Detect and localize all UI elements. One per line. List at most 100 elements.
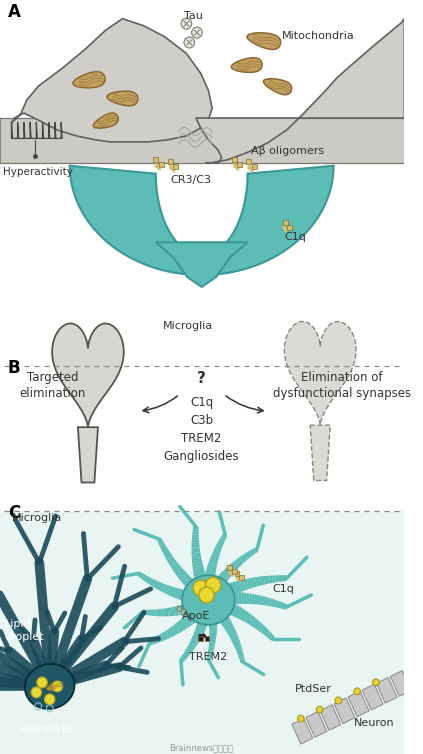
Polygon shape — [204, 575, 215, 580]
Polygon shape — [159, 609, 162, 616]
Polygon shape — [206, 569, 216, 573]
Polygon shape — [231, 562, 238, 570]
Polygon shape — [197, 601, 209, 613]
Polygon shape — [233, 642, 241, 646]
Polygon shape — [161, 608, 164, 616]
Polygon shape — [176, 605, 181, 615]
Polygon shape — [170, 561, 178, 568]
Polygon shape — [70, 166, 334, 275]
Polygon shape — [207, 599, 218, 610]
Text: Hyperactivity: Hyperactivity — [3, 167, 73, 176]
Polygon shape — [210, 557, 218, 562]
Bar — [159, 162, 164, 167]
Polygon shape — [203, 600, 215, 605]
Polygon shape — [222, 534, 227, 538]
Polygon shape — [209, 631, 217, 633]
Polygon shape — [249, 550, 254, 556]
Polygon shape — [189, 642, 196, 648]
Polygon shape — [142, 610, 145, 615]
Polygon shape — [250, 618, 257, 627]
Polygon shape — [222, 621, 232, 628]
Polygon shape — [228, 602, 235, 615]
Polygon shape — [172, 606, 176, 616]
Polygon shape — [198, 617, 209, 623]
Polygon shape — [203, 593, 211, 607]
Polygon shape — [202, 590, 214, 593]
Polygon shape — [215, 578, 225, 587]
Polygon shape — [227, 566, 235, 574]
Polygon shape — [281, 575, 284, 581]
Polygon shape — [209, 559, 218, 564]
Polygon shape — [206, 611, 217, 615]
Polygon shape — [277, 602, 282, 608]
Polygon shape — [280, 602, 285, 609]
FancyBboxPatch shape — [0, 118, 404, 163]
Polygon shape — [209, 601, 220, 611]
Circle shape — [316, 706, 323, 713]
Polygon shape — [195, 578, 208, 585]
Polygon shape — [93, 113, 118, 128]
Polygon shape — [178, 571, 186, 579]
Polygon shape — [202, 593, 212, 605]
Polygon shape — [218, 614, 228, 622]
Polygon shape — [194, 572, 206, 577]
Polygon shape — [334, 698, 355, 724]
Polygon shape — [214, 548, 221, 553]
Polygon shape — [241, 555, 247, 562]
Polygon shape — [206, 607, 216, 611]
Polygon shape — [203, 587, 214, 590]
Polygon shape — [267, 633, 273, 639]
Text: Microglia: Microglia — [11, 513, 62, 523]
Bar — [246, 159, 251, 164]
Polygon shape — [248, 616, 255, 625]
Bar — [205, 636, 209, 642]
Circle shape — [37, 677, 47, 688]
Polygon shape — [270, 599, 274, 607]
Bar — [228, 565, 232, 570]
Polygon shape — [137, 572, 142, 577]
Polygon shape — [278, 575, 281, 582]
Polygon shape — [181, 617, 190, 627]
Polygon shape — [202, 593, 206, 606]
Text: A: A — [8, 3, 21, 20]
Polygon shape — [209, 586, 220, 595]
Polygon shape — [165, 608, 169, 616]
Polygon shape — [195, 627, 205, 633]
Polygon shape — [242, 611, 249, 621]
Text: Lipid
droplet: Lipid droplet — [5, 618, 44, 642]
Polygon shape — [223, 600, 231, 613]
Polygon shape — [264, 576, 268, 584]
Polygon shape — [220, 572, 229, 581]
Polygon shape — [52, 323, 124, 428]
Polygon shape — [203, 598, 214, 604]
Polygon shape — [210, 590, 219, 604]
Polygon shape — [182, 654, 187, 659]
Polygon shape — [165, 554, 173, 560]
Polygon shape — [259, 596, 263, 605]
Polygon shape — [192, 542, 199, 545]
Polygon shape — [238, 580, 244, 592]
Polygon shape — [266, 575, 270, 584]
Polygon shape — [185, 602, 190, 614]
Polygon shape — [184, 590, 189, 602]
Polygon shape — [163, 608, 166, 616]
Polygon shape — [149, 610, 152, 616]
Polygon shape — [203, 581, 215, 584]
Polygon shape — [47, 682, 63, 691]
Polygon shape — [214, 608, 224, 617]
Polygon shape — [143, 575, 149, 582]
Polygon shape — [275, 600, 279, 608]
Polygon shape — [194, 574, 206, 580]
Polygon shape — [207, 564, 217, 569]
Polygon shape — [265, 630, 271, 637]
Polygon shape — [243, 553, 248, 560]
Polygon shape — [158, 634, 163, 642]
Polygon shape — [205, 605, 216, 609]
Polygon shape — [261, 627, 267, 634]
Polygon shape — [155, 581, 160, 589]
Polygon shape — [207, 653, 212, 656]
Polygon shape — [191, 638, 199, 644]
Circle shape — [335, 697, 342, 704]
Text: Neuron: Neuron — [354, 718, 394, 728]
Polygon shape — [205, 592, 214, 607]
